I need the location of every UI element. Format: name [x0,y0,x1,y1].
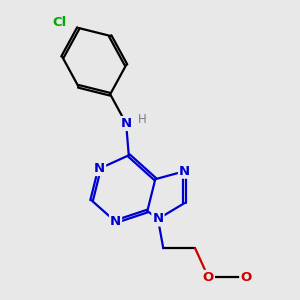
Text: O: O [240,271,251,284]
Text: N: N [110,215,121,228]
Text: O: O [203,271,214,284]
Text: N: N [152,212,164,226]
Text: N: N [121,117,132,130]
Text: N: N [179,165,190,178]
Text: Cl: Cl [52,16,67,29]
Text: N: N [94,162,105,175]
Text: H: H [138,113,147,126]
